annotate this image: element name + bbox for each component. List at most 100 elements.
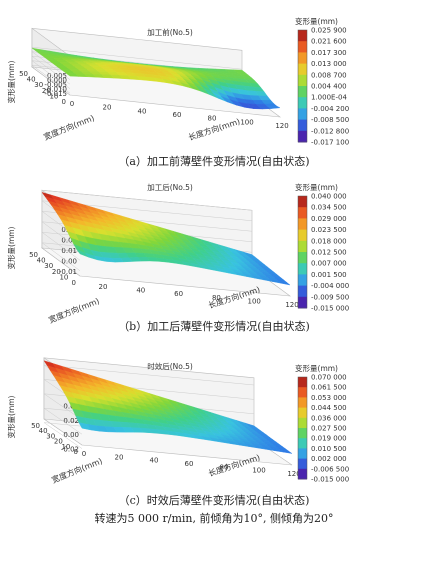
colorbar-segment — [298, 229, 307, 242]
colorbar: 0.040 000 0.034 500 0.029 000 0.023 500 0.01… — [295, 182, 349, 313]
surface-facet — [267, 105, 281, 109]
surface — [41, 192, 291, 286]
plot-group: 0.060.040.020.00-0.020102030405002040608… — [6, 357, 301, 485]
colorbar: 0.025 900 0.021 600 0.017 300 0.013 000 0.00… — [295, 16, 349, 147]
colorbar-segment — [298, 41, 307, 53]
colorbar-label: -0.004 200 — [311, 105, 349, 113]
z-tick-label: -0.010 — [44, 86, 67, 94]
surface-chart-a: 0.0050.000-0.005-0.010-0.015010203040500… — [6, 16, 349, 147]
colorbar-segment — [298, 218, 307, 231]
colorbar-title: 变形量(mm) — [295, 363, 338, 373]
surface-chart-c: 0.060.040.020.00-0.020102030405002040608… — [6, 357, 349, 485]
y-tick-label: 100 — [240, 118, 253, 126]
colorbar-label: 0.021 600 — [311, 38, 347, 46]
colorbar-label: 0.018 000 — [311, 237, 347, 245]
colorbar-label: -0.012 800 — [311, 127, 349, 135]
colorbar: 0.070 000 0.061 500 0.053 000 0.044 500 0.03… — [295, 363, 349, 484]
colorbar-segment — [298, 377, 307, 388]
colorbar-segment — [298, 438, 307, 449]
y-tick-label: 80 — [220, 463, 229, 471]
colorbar-segment — [298, 448, 307, 460]
x-tick-label: 20 — [42, 87, 51, 95]
y-tick-label: 120 — [275, 122, 288, 130]
y-tick-label: 120 — [285, 301, 298, 309]
chart-panel-b: 0.040.030.020.010.00-0.01010203040502040… — [0, 178, 428, 348]
colorbar-label: 0.001 500 — [311, 271, 347, 279]
y-tick-label: 100 — [252, 467, 265, 475]
x-tick-label: 40 — [39, 427, 48, 435]
colorbar-label: 0.002 000 — [311, 455, 347, 463]
z-tick-label: 0.005 — [47, 72, 67, 80]
z-tick-label: -0.015 — [44, 90, 67, 98]
y-tick-label: 20 — [99, 283, 108, 291]
colorbar-frame — [297, 195, 308, 309]
colorbar-label: 0.044 500 — [311, 404, 347, 412]
colorbar-label: 0.004 400 — [311, 83, 347, 91]
colorbar-segment — [298, 119, 307, 132]
colorbar-segment — [298, 285, 307, 298]
colorbar-label: 0.034 500 — [311, 204, 347, 212]
z-axis-label: 变形量(mm) — [6, 226, 16, 269]
y-tick-label: 40 — [136, 287, 145, 295]
colorbar-label: -0.004 000 — [311, 282, 349, 290]
colorbar-label: 0.029 000 — [311, 215, 347, 223]
y-tick-label: 40 — [138, 107, 147, 115]
z-tick-label: 0.01 — [61, 247, 77, 255]
colorbar-label: -0.009 500 — [311, 293, 349, 301]
colorbar-segment — [298, 468, 307, 480]
z-tick-label: -0.02 — [61, 446, 79, 454]
y-tick-label: 0 — [70, 100, 74, 108]
colorbar-segment — [298, 407, 307, 419]
colorbar-segment — [298, 252, 307, 264]
colorbar-segment — [298, 397, 307, 409]
chart-title: 加工前(No.5) — [147, 27, 193, 37]
surface — [31, 47, 281, 110]
colorbar-label: 0.070 000 — [311, 374, 347, 382]
x-tick-label: 10 — [49, 92, 58, 100]
colorbar-label: -0.017 100 — [311, 139, 349, 147]
y-tick-label: 80 — [212, 294, 221, 302]
colorbar-segment — [298, 296, 307, 309]
z-tick-label: 0.00 — [63, 431, 79, 439]
colorbar-label: 0.040 000 — [311, 193, 347, 201]
chart-title: 加工后(No.5) — [147, 182, 193, 192]
y-tick-label: 0 — [82, 450, 86, 458]
x-tick-label: 20 — [54, 438, 63, 446]
chart-title: 时效后(No.5) — [147, 361, 193, 371]
colorbar-segment — [298, 97, 307, 109]
colorbar-label: 0.017 300 — [311, 49, 347, 57]
colorbar-label: -0.015 000 — [311, 305, 349, 313]
colorbar-label: 0.019 000 — [311, 435, 347, 443]
colorbar-label: -0.006 500 — [311, 465, 349, 473]
colorbar-label: 1.000E-04 — [311, 94, 347, 102]
x-tick-label: 0 — [72, 279, 76, 287]
colorbar-label: 0.053 000 — [311, 394, 347, 402]
z-tick-label: -0.01 — [59, 268, 77, 276]
y-tick-label: 40 — [150, 457, 159, 465]
colorbar-label: 0.007 000 — [311, 260, 347, 268]
y-tick-label: 120 — [287, 470, 300, 478]
x-tick-label: 50 — [19, 70, 28, 78]
colorbar-segment — [298, 30, 307, 42]
colorbar-frame — [297, 29, 308, 143]
z-tick-label: 0.02 — [61, 236, 77, 244]
colorbar-label: 0.010 500 — [311, 445, 347, 453]
colorbar-label: -0.015 000 — [311, 476, 349, 484]
colorbar-label: 0.036 000 — [311, 414, 347, 422]
z-axis-label: 变形量(mm) — [6, 60, 16, 103]
x-tick-label: 10 — [59, 273, 68, 281]
colorbar-segment — [298, 86, 307, 98]
x-tick-label: 50 — [31, 422, 40, 430]
y-tick-label: 60 — [173, 111, 182, 119]
chart-panel-c: 0.060.040.020.00-0.020102030405002040608… — [0, 355, 428, 505]
caption-c: （c）时效后薄壁件变形情况(自由状态) — [118, 494, 310, 507]
footer-conditions: 转速为5 000 r/min, 前倾角为10°, 侧倾角为20° — [94, 512, 334, 525]
z-tick-label: 0.000 — [47, 77, 67, 85]
caption-a: （a）加工前薄壁件变形情况(自由状态) — [118, 155, 310, 168]
surface-chart-b: 0.040.030.020.010.00-0.01010203040502040… — [6, 182, 349, 325]
z-tick-label: 0.00 — [61, 257, 77, 265]
colorbar-frame — [297, 376, 308, 480]
colorbar-segment — [298, 130, 307, 143]
colorbar-segment — [298, 196, 307, 208]
y-tick-label: 60 — [185, 460, 194, 468]
